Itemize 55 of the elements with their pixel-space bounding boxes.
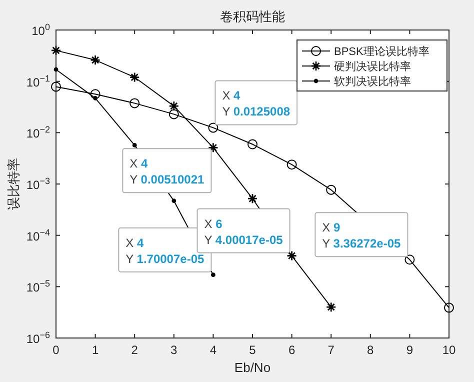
annotation: X 4 Y 0.0125008 — [222, 88, 290, 119]
point — [211, 272, 216, 278]
y-tick-label: 10$^{0}$ — [32, 22, 50, 38]
y-tick-label: 10$^{−3}$ — [26, 176, 50, 192]
legend-label: 硬判决误比特率 — [334, 60, 411, 73]
annotation: X 6 Y 4.00017e-05 — [196, 208, 290, 254]
y-axis-title: 误比特率 — [6, 158, 21, 210]
point — [248, 139, 258, 150]
point — [208, 122, 218, 133]
x-tick-label: 10 — [442, 343, 456, 357]
y-tick-label: 10$^{−4}$ — [26, 227, 50, 244]
y-tick-label: 10$^{−2}$ — [26, 124, 50, 141]
x-tick-label: 5 — [249, 343, 256, 357]
point — [444, 302, 454, 313]
x-tick-label: 2 — [131, 343, 138, 357]
chart-title: 卷积码性能 — [220, 9, 285, 24]
x-tick-label: 4 — [210, 343, 217, 357]
x-tick-label: 0 — [52, 343, 60, 357]
point — [132, 143, 137, 148]
point — [286, 160, 297, 170]
point — [93, 96, 98, 100]
point — [247, 193, 258, 204]
x-tick-label: 1 — [92, 343, 99, 357]
point — [404, 254, 415, 265]
point — [130, 98, 140, 108]
x-tick-label: 3 — [170, 343, 178, 357]
annotation: X 4 Y 0.00510021 — [122, 148, 212, 194]
point — [51, 82, 61, 92]
point — [168, 109, 179, 120]
point — [90, 54, 100, 66]
y-tick-label: 10$^{−1}$ — [26, 73, 50, 90]
y-tick-label: 10$^{−6}$ — [26, 330, 50, 346]
x-tick-label: 9 — [406, 343, 414, 357]
point — [129, 72, 140, 82]
point — [50, 45, 62, 56]
annotation: X 6 Y 4.00017e-05 — [204, 216, 284, 247]
point — [168, 100, 180, 112]
point — [286, 250, 297, 261]
annotation: X 4 Y 0.00510021 — [130, 156, 205, 187]
point — [90, 89, 100, 100]
y-tick-label: 10$^{−5}$ — [26, 278, 50, 295]
annotation: X 9 Y 3.36272e-05 — [322, 220, 402, 251]
point — [326, 302, 336, 312]
legend-label: BPSK理论误比特率 — [334, 45, 430, 58]
point — [54, 67, 58, 72]
x-tick-label: 8 — [367, 343, 374, 357]
x-tick-label: 7 — [328, 343, 335, 357]
annotation: X 4 Y 0.0125008 — [214, 80, 298, 126]
legend-label: 软判决误比特率 — [334, 75, 411, 88]
point — [326, 184, 336, 195]
x-tick-label: 6 — [288, 343, 296, 357]
annotation: X 9 Y 3.36272e-05 — [314, 212, 408, 258]
point — [208, 142, 218, 153]
x-axis-title: Eb/No — [234, 360, 271, 375]
point — [172, 198, 176, 204]
